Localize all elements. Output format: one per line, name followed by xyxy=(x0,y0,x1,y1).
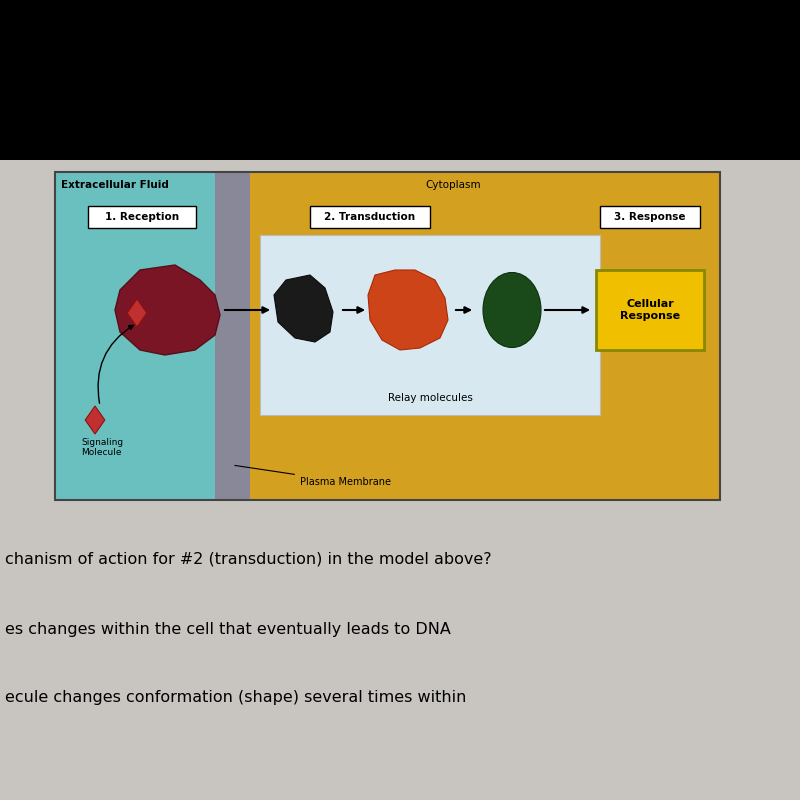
Text: Extracellular Fluid: Extracellular Fluid xyxy=(61,180,169,190)
Polygon shape xyxy=(368,270,448,350)
Bar xyxy=(250,172,720,500)
Text: es changes within the cell that eventually leads to DNA: es changes within the cell that eventual… xyxy=(5,622,451,637)
Bar xyxy=(88,206,196,228)
Ellipse shape xyxy=(483,273,541,347)
Bar xyxy=(0,160,800,800)
Text: Cellular
Response: Cellular Response xyxy=(620,299,680,321)
Text: Plasma Membrane: Plasma Membrane xyxy=(234,466,391,487)
Text: 2. Transduction: 2. Transduction xyxy=(325,212,415,222)
Bar xyxy=(310,206,430,228)
Polygon shape xyxy=(274,275,333,342)
Text: chanism of action for #2 (transduction) in the model above?: chanism of action for #2 (transduction) … xyxy=(5,552,492,567)
Text: Signaling
Molecule: Signaling Molecule xyxy=(81,438,123,458)
Bar xyxy=(596,270,704,350)
Bar xyxy=(260,235,600,415)
Polygon shape xyxy=(115,265,220,355)
Text: 3. Response: 3. Response xyxy=(614,212,686,222)
Text: Cytoplasm: Cytoplasm xyxy=(425,180,481,190)
Text: Relay molecules: Relay molecules xyxy=(387,393,473,403)
Polygon shape xyxy=(86,406,105,434)
Bar xyxy=(215,172,250,500)
Text: 1. Reception: 1. Reception xyxy=(105,212,179,222)
Text: ecule changes conformation (shape) several times within: ecule changes conformation (shape) sever… xyxy=(5,690,466,705)
Bar xyxy=(55,172,215,500)
Bar xyxy=(55,172,720,500)
Polygon shape xyxy=(127,299,147,327)
Bar xyxy=(0,0,800,160)
Bar xyxy=(600,206,700,228)
